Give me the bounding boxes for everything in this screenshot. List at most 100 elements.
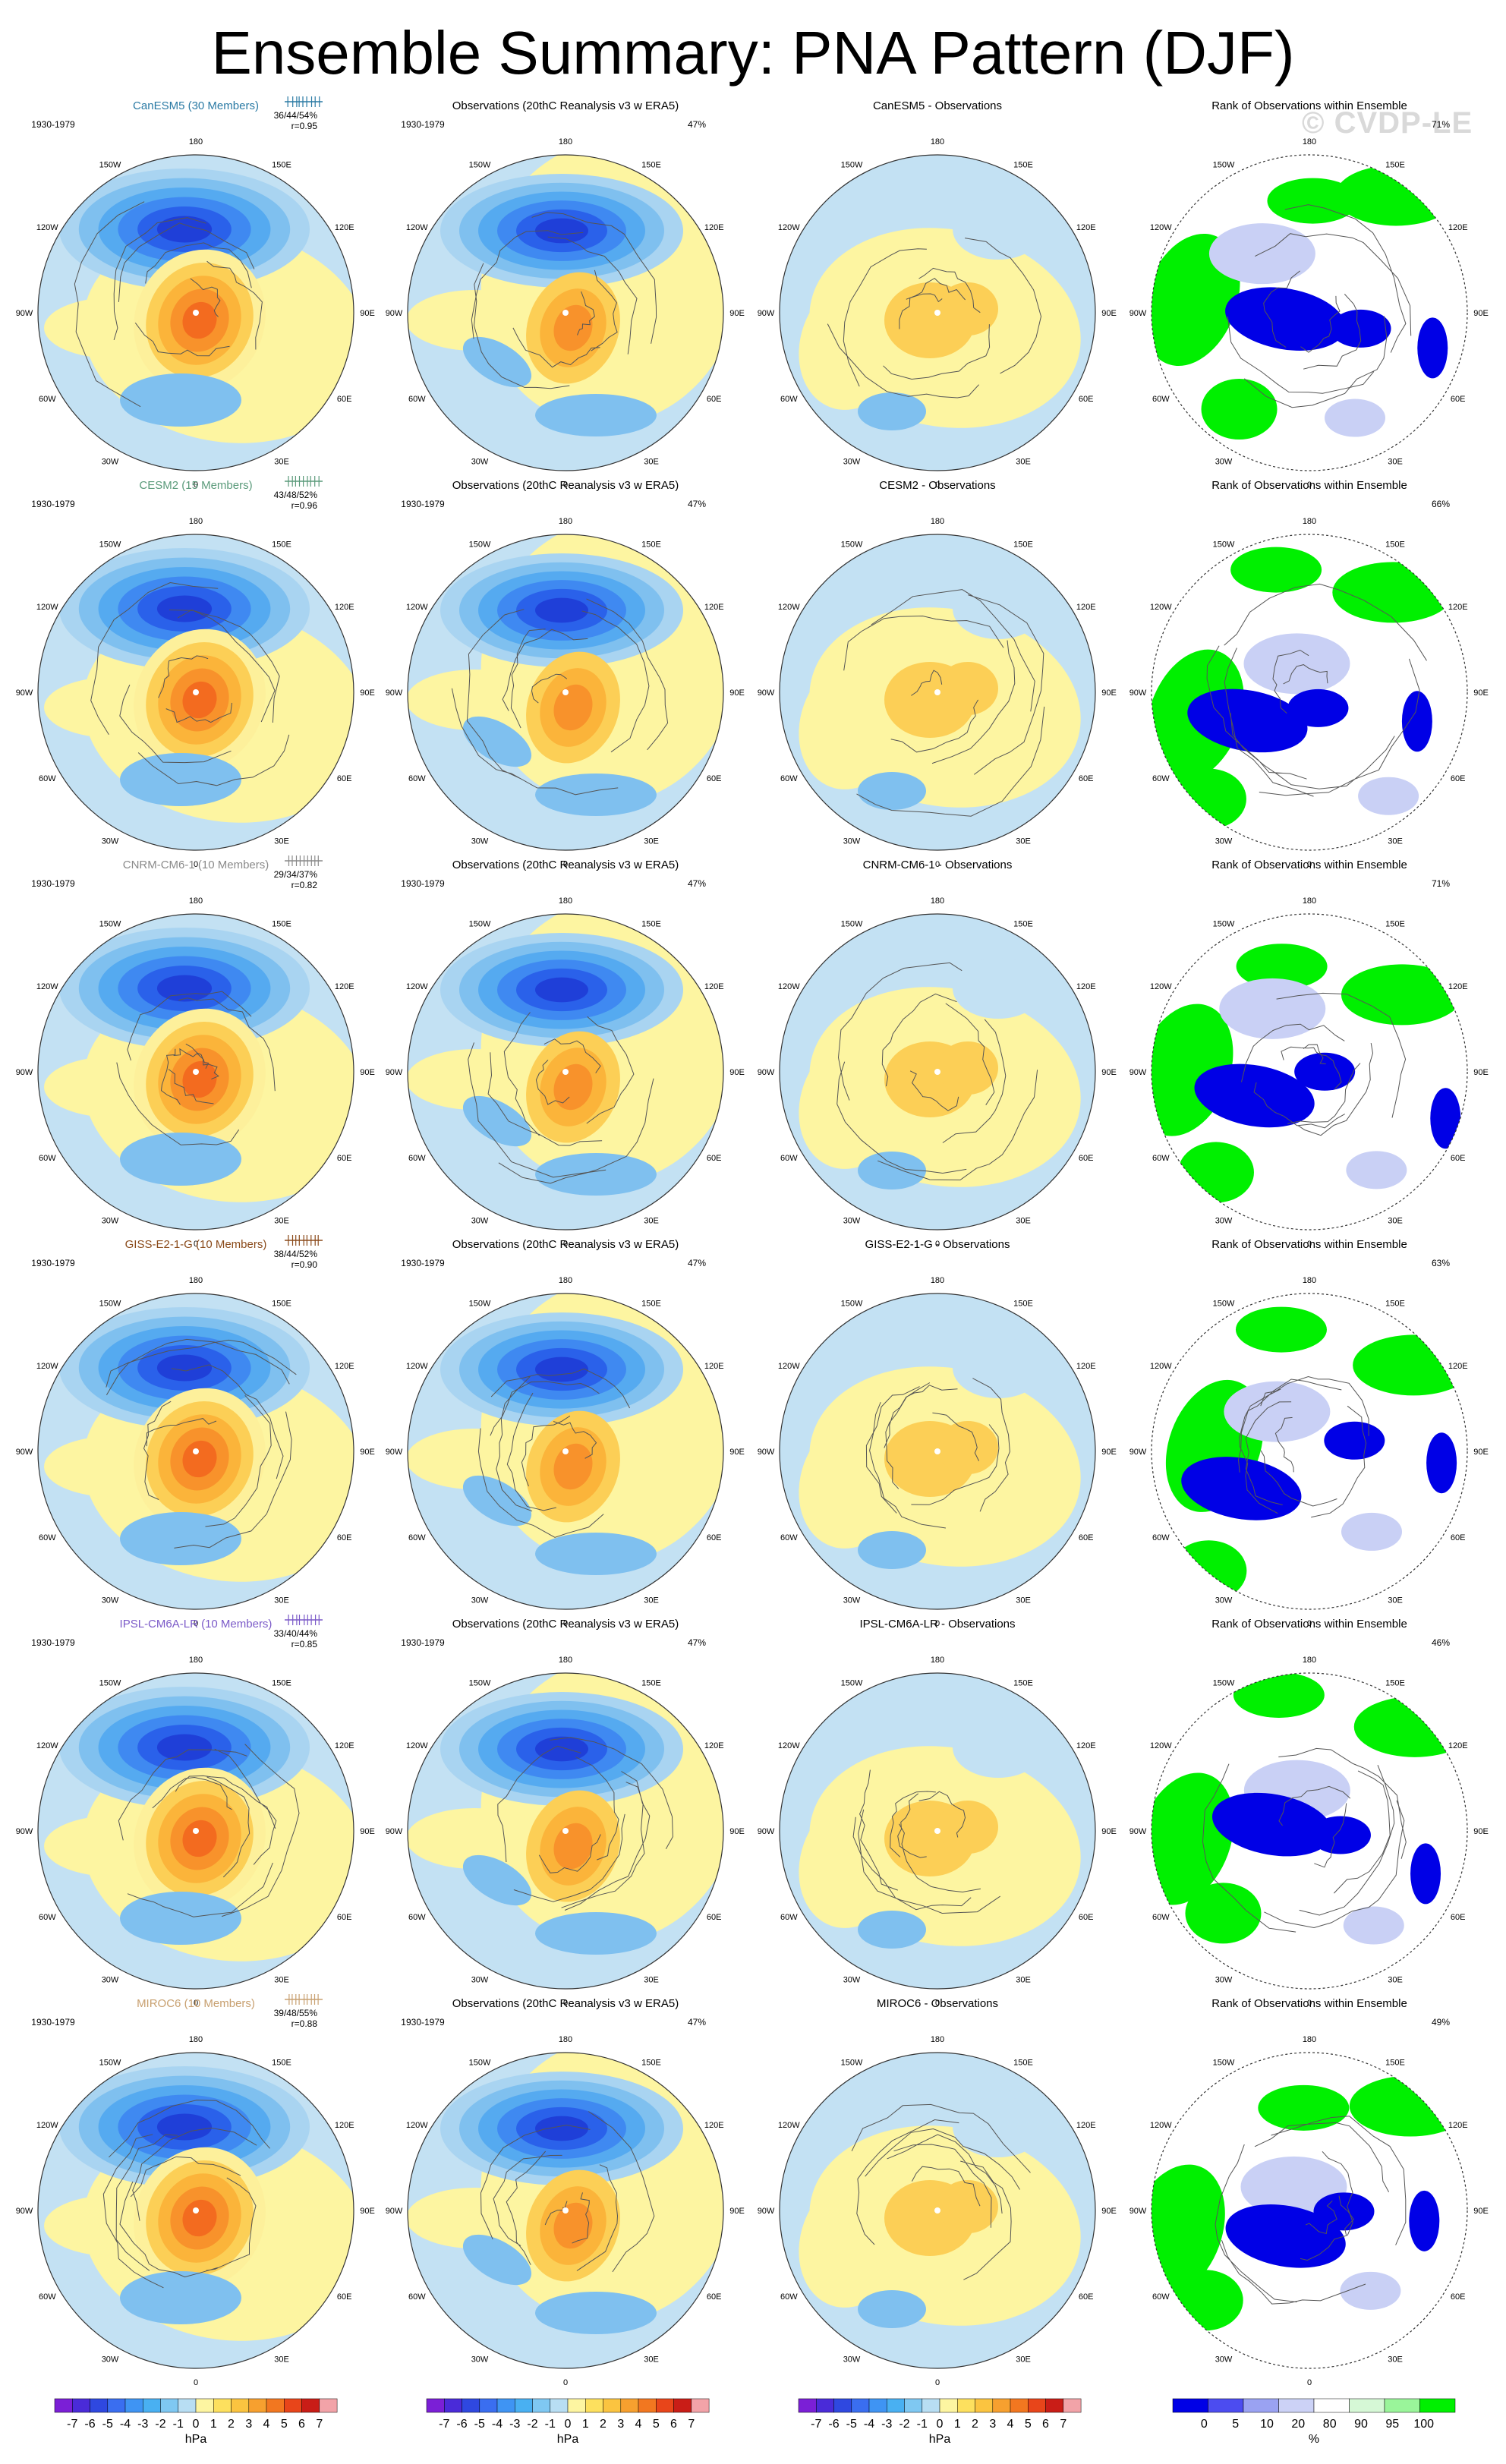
longitude-label: 120W	[778, 603, 800, 612]
longitude-label: 120E	[1448, 223, 1468, 232]
longitude-label: 60E	[1079, 395, 1094, 404]
longitude-label: 0	[194, 2378, 198, 2387]
negative-area	[953, 958, 1044, 1019]
figure-row: GISS-E2-1-G (10 Members) 1930-1979 38/44/5…	[16, 1235, 1489, 1628]
map-field	[408, 1293, 723, 1609]
colorbar-swatch	[231, 2398, 250, 2413]
colorbar-tick: -5	[846, 2418, 857, 2431]
colorbar-swatch	[143, 2398, 161, 2413]
longitude-label: 120W	[406, 603, 428, 612]
colorbar-swatch	[691, 2398, 710, 2413]
rank-region	[1409, 2190, 1440, 2251]
longitude-label: 180	[559, 1656, 572, 1665]
colorbar-tick: 0	[565, 2418, 572, 2431]
coastline	[836, 962, 1038, 1180]
figure-row: IPSL-CM6A-LR (10 Members) 1930-1979 33/40/…	[16, 1615, 1489, 2008]
period-label: 1930-1979	[31, 499, 75, 509]
pole-marker	[934, 1828, 940, 1834]
longitude-label: 120E	[1448, 1741, 1468, 1750]
colorbar-tick: 0	[937, 2418, 944, 2431]
longitude-label: 90E	[1473, 688, 1489, 698]
longitude-label: 150E	[1385, 2058, 1405, 2067]
longitude-label: 90W	[386, 1068, 403, 1077]
colorbar-swatch	[515, 2398, 533, 2413]
colorbar-swatch	[319, 2398, 338, 2413]
colorbar-model: -7 -6 -5 -4 -3 -2 -1 0 1 2 3 4 5 6 7 hPa	[54, 2398, 338, 2446]
longitude-label: 120E	[704, 982, 724, 991]
rank-pct: 46%	[1432, 1637, 1450, 1648]
rank-region	[1294, 1052, 1356, 1091]
observations-panel: Observations (20thC Reanalysis v3 w ERA5…	[386, 1997, 745, 2387]
negative-core	[535, 1153, 657, 1196]
map-boundary	[407, 154, 724, 471]
longitude-label: 90E	[1473, 309, 1489, 318]
colorbar-swatch	[107, 2398, 126, 2413]
longitude-label: 90W	[386, 1448, 403, 1457]
longitude-label: 60E	[337, 1533, 352, 1542]
positive-area	[799, 1035, 909, 1169]
colorbar-swatch	[1208, 2398, 1244, 2413]
period-label: 1930-1979	[31, 878, 75, 889]
longitude-label: 120E	[1448, 982, 1468, 991]
coastline	[851, 2103, 1031, 2280]
longitude-label: 30E	[1016, 1976, 1031, 1985]
model-panel: CanESM5 (30 Members) 1930-1979 36/44/54%r=…	[16, 96, 375, 490]
map-boundary	[37, 534, 354, 851]
colorbar-swatch	[1243, 2398, 1279, 2413]
longitude-label: 150W	[841, 919, 863, 928]
longitude-label: 60E	[707, 2292, 722, 2302]
coastline	[865, 1378, 1010, 1529]
rank-region	[1426, 1432, 1457, 1494]
colorbar-tick: 3	[989, 2418, 996, 2431]
pole-marker	[193, 1069, 199, 1075]
longitude-label: 180	[189, 517, 203, 526]
colorbar-tick: -1	[173, 2418, 184, 2431]
map-boundary	[1151, 913, 1468, 1230]
longitude-label: 0	[935, 1619, 940, 1628]
high-level-5	[182, 681, 217, 719]
longitude-label: 30E	[1388, 1596, 1403, 1605]
longitude-label: 60E	[337, 1154, 352, 1163]
longitude-label: 60E	[707, 395, 722, 404]
longitude-label: 60W	[1152, 395, 1170, 404]
rank-region	[1313, 2192, 1375, 2231]
longitude-label: 150E	[1385, 1678, 1405, 1687]
longitude-label: 30E	[274, 837, 289, 846]
longitude-label: 180	[1303, 137, 1316, 147]
longitude-label: 30E	[1388, 1976, 1403, 1985]
longitude-label: 60E	[1451, 2292, 1466, 2302]
colorbar-tick: -2	[899, 2418, 909, 2431]
longitude-label: 30W	[102, 837, 119, 846]
colorbar-tick: 5	[653, 2418, 660, 2431]
longitude-label: 30E	[644, 1217, 659, 1226]
colorbar-swatch	[833, 2398, 852, 2413]
longitude-label: 30W	[102, 2355, 119, 2365]
pole-marker	[562, 310, 569, 316]
longitude-label: 180	[931, 1276, 944, 1285]
map-boundary	[779, 534, 1096, 851]
longitude-label: 90E	[360, 1448, 375, 1457]
rank-region	[1177, 1142, 1254, 1203]
longitude-label: 30E	[1388, 458, 1403, 467]
map-boundary	[37, 913, 354, 1230]
longitude-label: 30E	[1388, 2355, 1403, 2365]
longitude-label: 90W	[386, 1827, 403, 1836]
map-boundary	[1151, 2052, 1468, 2369]
colorbar-tick: 2	[972, 2418, 978, 2431]
longitude-label: 30E	[644, 837, 659, 846]
longitude-label: 90W	[1130, 688, 1147, 698]
map-field	[408, 155, 723, 471]
difference-panel: CNRM-CM6-1 - Observations 180 150E 120E 90E 6…	[758, 859, 1117, 1249]
longitude-label: 120W	[406, 2121, 428, 2130]
longitude-label: 90E	[729, 2207, 745, 2216]
rank-title: Rank of Observations within Ensemble	[1211, 479, 1407, 492]
map-field	[38, 2053, 354, 2368]
period-label: 1930-1979	[401, 499, 445, 509]
colorbar-tick: -2	[155, 2418, 165, 2431]
longitude-label: 150E	[641, 919, 661, 928]
longitude-label: 90E	[1473, 1068, 1489, 1077]
coastline	[1241, 992, 1407, 1136]
longitude-label: 90E	[1101, 1068, 1117, 1077]
rank-region	[1224, 1381, 1331, 1442]
colorbar-swatch	[1063, 2398, 1082, 2413]
